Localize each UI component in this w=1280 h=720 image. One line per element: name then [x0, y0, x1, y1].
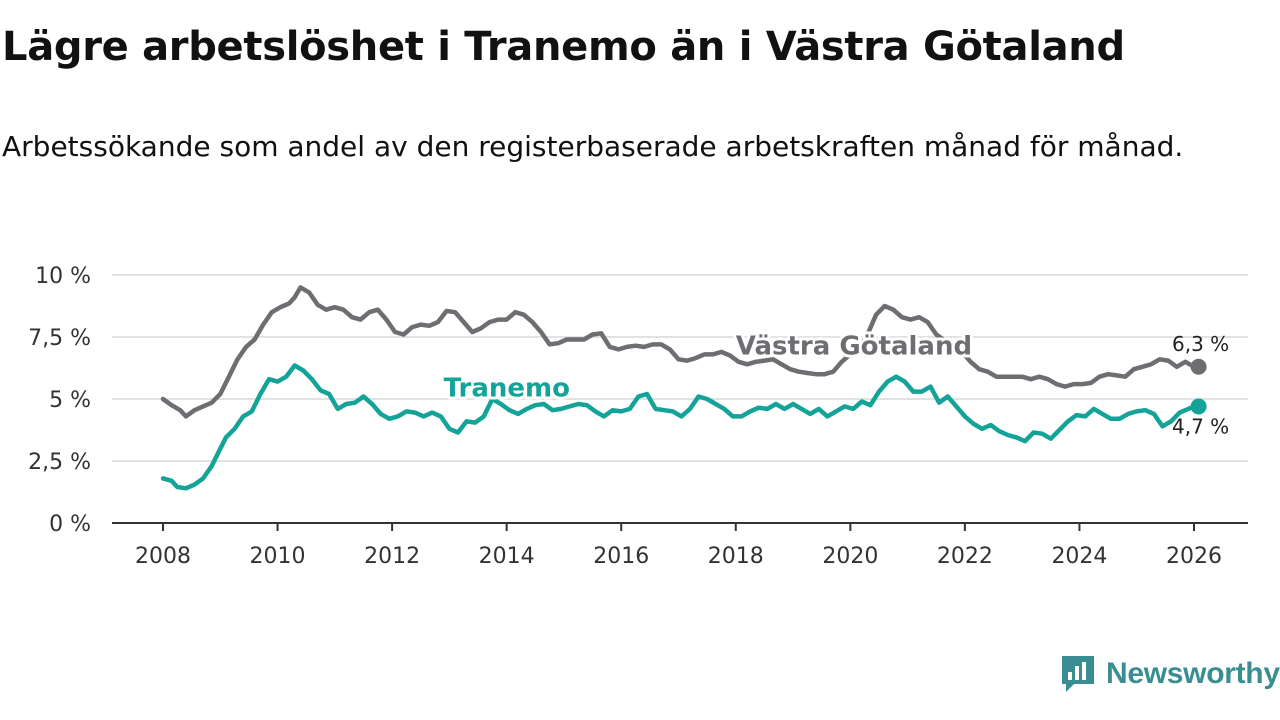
x-tick-label: 2022 — [937, 544, 993, 569]
x-tick-label: 2026 — [1166, 544, 1222, 569]
x-tick-label: 2016 — [593, 544, 649, 569]
x-tick-label: 2008 — [135, 544, 191, 569]
series-label-v-stra-g-taland: Västra Götaland — [736, 331, 972, 361]
x-tick-label: 2018 — [708, 544, 764, 569]
series-endpoint-tranemo — [1190, 398, 1207, 415]
y-tick-label: 5 % — [49, 388, 91, 413]
chart-subtitle: Arbetssökande som andel av den registerb… — [2, 130, 1184, 163]
series-end-label-tranemo: 4,7 % — [1172, 414, 1229, 438]
x-tick-label: 2014 — [479, 544, 535, 569]
y-tick-label: 0 % — [49, 512, 91, 537]
newsworthy-logo-icon — [1062, 656, 1094, 692]
chart-title: Lägre arbetslöshet i Tranemo än i Västra… — [2, 24, 1125, 70]
newsworthy-logo-text: Newsworthy — [1106, 657, 1280, 690]
y-tick-label: 2,5 % — [28, 450, 91, 475]
series-endpoint-v-stra-g-taland — [1190, 358, 1207, 375]
x-tick-label: 2010 — [250, 544, 306, 569]
newsworthy-logo: Newsworthy — [1060, 654, 1280, 694]
series-line-v-stra-g-taland — [160, 285, 1201, 419]
series-label-tranemo: Tranemo — [444, 374, 570, 404]
y-tick-label: 10 % — [35, 264, 91, 289]
x-tick-label: 2024 — [1051, 544, 1107, 569]
x-tick-label: 2020 — [822, 544, 878, 569]
y-tick-label: 7,5 % — [28, 326, 91, 351]
x-tick-label: 2012 — [364, 544, 420, 569]
series-line-tranemo — [160, 363, 1201, 491]
series-end-label-v-stra-g-taland: 6,3 % — [1172, 332, 1229, 356]
